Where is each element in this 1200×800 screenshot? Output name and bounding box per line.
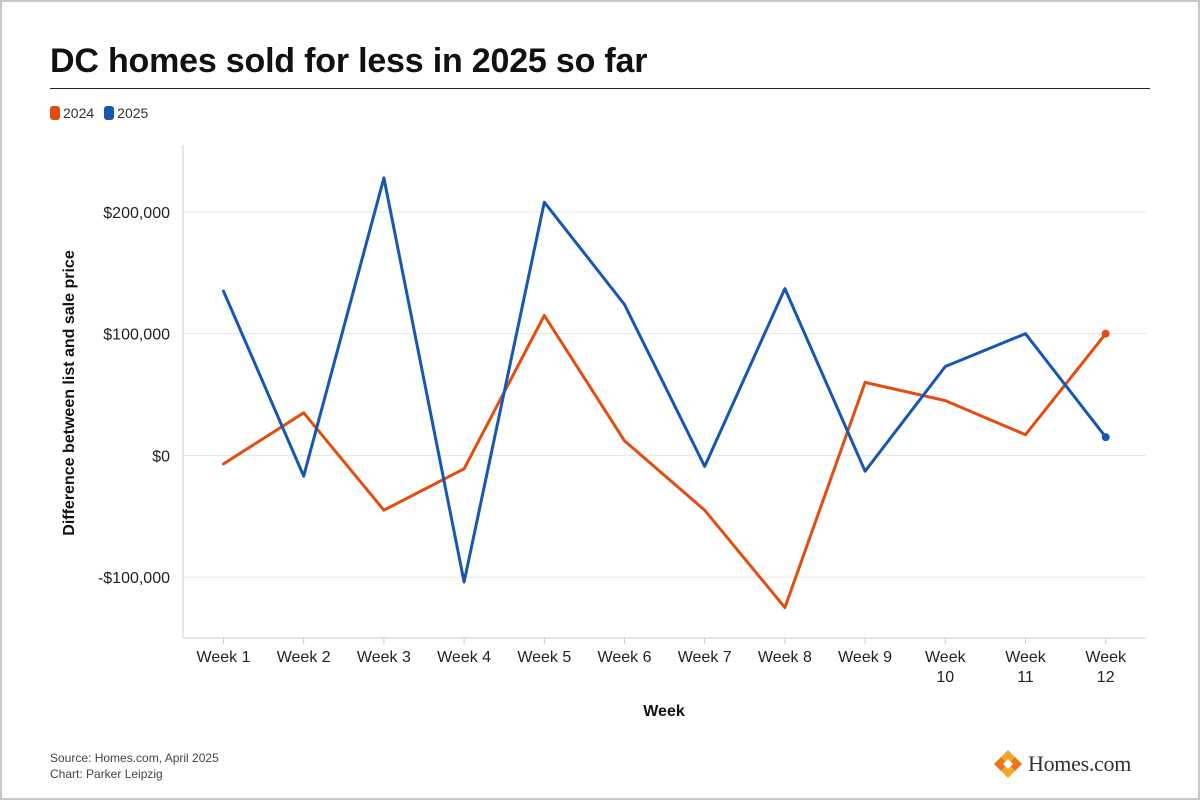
data-point-2025 [1101, 433, 1110, 442]
title-rule [50, 88, 1150, 89]
credit-note: Chart: Parker Leipzig [50, 767, 163, 781]
grid-layer [183, 211, 1146, 578]
y-tick-label: $0 [152, 448, 170, 465]
y-tick-label: $200,000 [103, 205, 170, 222]
series-layer [222, 176, 1110, 610]
x-tick-label: Week 2 [277, 649, 331, 666]
y-tick-label: $100,000 [103, 327, 170, 344]
x-tick-label: Week 10 [925, 649, 967, 686]
x-tick-label: Week 4 [437, 649, 491, 666]
logo-text: Homes.com [1028, 751, 1132, 776]
x-tick-label: Week 9 [838, 649, 892, 666]
x-tick-label: Week 7 [678, 649, 732, 666]
legend-label-2025: 2025 [117, 105, 149, 121]
y-axis-title: Difference between list and sale price [61, 250, 78, 536]
x-tick-label: Week 6 [598, 649, 652, 666]
series-line-2024 [222, 313, 1108, 610]
homes-com-diamond-logo-icon [994, 750, 1022, 778]
x-tick-label: Week 3 [357, 649, 411, 666]
legend: 2024 2025 [50, 105, 148, 121]
axis-layer: -$100,000 $0 $100,000 $200,000 Week 1 Week 2 W… [98, 145, 1146, 686]
data-point-2024 [1101, 329, 1110, 338]
x-tick-label: Week 12 [1085, 649, 1127, 686]
legend-item-2024: 2024 [50, 105, 94, 121]
legend-swatch-2025 [104, 106, 115, 120]
legend-swatch-2024 [50, 106, 60, 120]
series-line-2025 [222, 176, 1108, 584]
chart-title: DC homes sold for less in 2025 so far [50, 42, 648, 80]
footer: Source: Homes.com, April 2025 Chart: Par… [50, 750, 219, 782]
x-tick-label: Week 1 [197, 649, 251, 666]
y-tick-label: -$100,000 [98, 570, 170, 587]
legend-label-2024: 2024 [63, 105, 95, 121]
legend-item-2025: 2025 [104, 105, 148, 121]
homes-com-logo: Homes.com [992, 748, 1131, 780]
x-tick-label: Week 5 [517, 649, 571, 666]
x-tick-label: Week 8 [758, 649, 812, 666]
x-axis-title: Week [643, 703, 685, 720]
x-tick-label: Week 11 [1005, 649, 1047, 686]
source-note: Source: Homes.com, April 2025 [50, 751, 219, 765]
